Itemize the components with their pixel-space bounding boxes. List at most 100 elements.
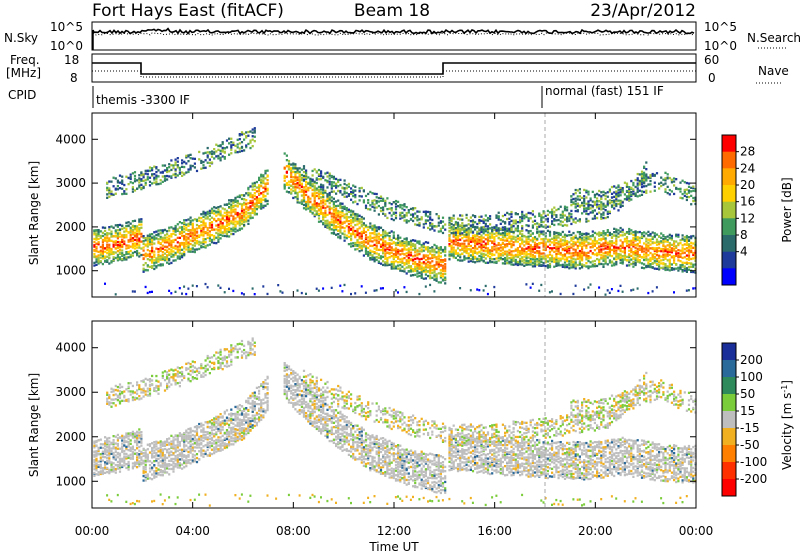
power-cell <box>397 234 400 237</box>
power-cell <box>660 176 663 179</box>
power-cell <box>155 233 158 237</box>
power-cell <box>677 235 680 238</box>
power-cell <box>679 249 682 252</box>
power-cell <box>576 237 579 240</box>
power-cell <box>619 205 622 209</box>
power-cell <box>240 197 244 201</box>
power-cell <box>666 254 669 257</box>
power-cell <box>234 220 237 223</box>
power-cell <box>375 192 378 196</box>
power-cell <box>608 252 611 255</box>
power-cell <box>354 241 357 245</box>
power-cell <box>405 212 408 215</box>
power-cell <box>403 214 406 217</box>
power-cell <box>243 212 246 215</box>
power-cell <box>131 251 134 255</box>
power-cell <box>311 183 314 186</box>
power-cell <box>664 240 667 243</box>
power-cell <box>326 205 329 208</box>
power-cell <box>245 207 248 210</box>
power-cell <box>142 236 145 239</box>
power-cell <box>251 216 254 219</box>
power-cell <box>591 246 594 249</box>
power-cell <box>407 266 410 269</box>
power-cell <box>386 234 389 237</box>
power-cell <box>600 243 603 246</box>
power-cell <box>163 236 167 240</box>
power-cell <box>679 252 682 256</box>
power-cell <box>653 185 656 188</box>
power-cell <box>375 202 378 205</box>
power-cell <box>645 243 648 246</box>
power-cell <box>183 243 186 246</box>
power-cell <box>444 278 447 281</box>
power-cell <box>159 229 162 232</box>
power-cell <box>437 251 440 254</box>
power-cell <box>153 235 156 238</box>
power-cell <box>174 163 177 166</box>
power-cell <box>679 264 682 267</box>
power-cell <box>322 175 325 178</box>
power-cell <box>585 240 588 243</box>
power-cell <box>345 184 348 187</box>
power-cell <box>465 213 468 217</box>
power-cell <box>459 224 462 227</box>
power-cell <box>148 243 152 246</box>
power-cell <box>198 225 201 228</box>
power-cell <box>104 259 107 262</box>
power-cell <box>356 233 359 237</box>
power-cell <box>578 231 581 234</box>
power-cell <box>486 231 490 234</box>
power-cell <box>429 269 432 272</box>
power-cell <box>253 213 256 216</box>
power-cell <box>127 246 130 249</box>
power-cell <box>452 252 455 255</box>
power-cell <box>596 203 599 206</box>
power-cell <box>525 251 528 254</box>
power-cell <box>234 224 237 228</box>
power-cell <box>155 176 158 179</box>
power-cell <box>608 259 611 262</box>
power-cell <box>123 242 126 246</box>
power-cell <box>240 209 244 212</box>
power-cell <box>536 258 539 261</box>
power-cell <box>677 259 680 262</box>
power-cell <box>540 283 543 287</box>
power-cell <box>508 260 511 263</box>
power-cell <box>118 174 122 177</box>
power-cell <box>527 217 530 220</box>
power-cell <box>459 238 462 241</box>
power-cell <box>332 226 335 229</box>
power-cell <box>546 213 549 216</box>
power-cell <box>437 272 440 275</box>
power-cell <box>358 250 361 253</box>
power-cell <box>551 254 554 257</box>
power-cell <box>373 225 376 228</box>
power-cell <box>533 222 537 226</box>
power-cell <box>202 223 205 226</box>
power-cell <box>133 250 137 254</box>
power-cell <box>127 176 130 180</box>
power-cell <box>437 262 440 265</box>
power-cell <box>356 230 359 233</box>
power-cell <box>112 240 115 243</box>
power-cell <box>499 218 502 222</box>
power-cell <box>356 213 359 216</box>
power-cell <box>215 228 218 231</box>
power-cell <box>670 243 673 246</box>
power-cell <box>456 229 460 233</box>
power-cell <box>187 248 190 251</box>
power-cell <box>647 291 650 295</box>
power-cell <box>570 259 573 262</box>
power-cell <box>581 204 584 207</box>
power-cell <box>585 212 588 215</box>
power-cell <box>662 244 665 247</box>
power-cell <box>482 252 485 256</box>
power-cell <box>673 255 676 258</box>
power-cell <box>399 244 402 247</box>
power-cell <box>144 255 147 258</box>
power-cell <box>538 262 541 266</box>
power-cell <box>585 246 588 249</box>
power-cell <box>418 265 421 268</box>
power-cell <box>364 234 368 237</box>
